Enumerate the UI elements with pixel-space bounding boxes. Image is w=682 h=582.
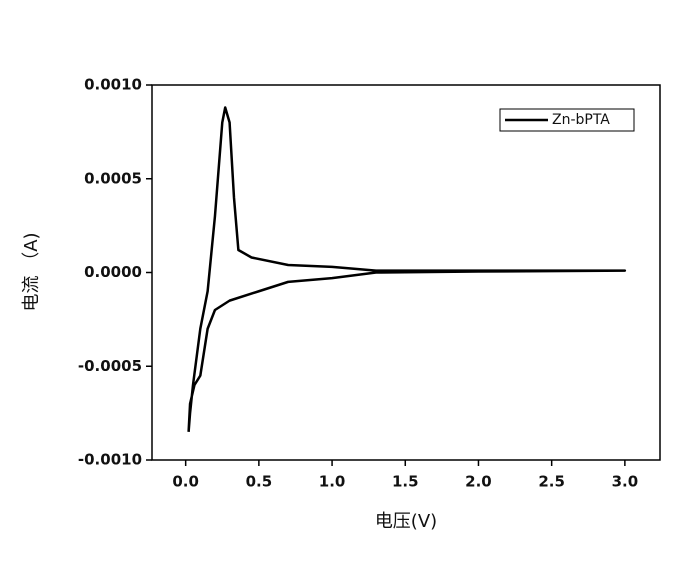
x-tick-label: 1.0 (319, 473, 346, 491)
x-axis-label: 电压(V) (375, 511, 437, 532)
x-tick-label: 2.0 (465, 473, 492, 491)
y-tick-label: 0.0010 (84, 76, 142, 94)
legend-box (499, 108, 635, 132)
x-tick-label: 0.0 (172, 473, 199, 491)
y-axis-label: 电流 （A) (21, 232, 42, 311)
y-tick-label: -0.0010 (78, 451, 142, 469)
x-tick-label: 3.0 (612, 473, 639, 491)
x-tick-label: 1.5 (392, 473, 419, 491)
legend-label: Zn-bPTA (552, 112, 610, 128)
y-tick-label: 0.0000 (84, 263, 142, 281)
x-tick-label: 2.5 (538, 473, 565, 491)
x-tick-label: 0.5 (246, 473, 273, 491)
y-tick-label: 0.0005 (84, 169, 142, 187)
series-line (187, 106, 627, 432)
y-tick-label: -0.0005 (78, 357, 142, 375)
